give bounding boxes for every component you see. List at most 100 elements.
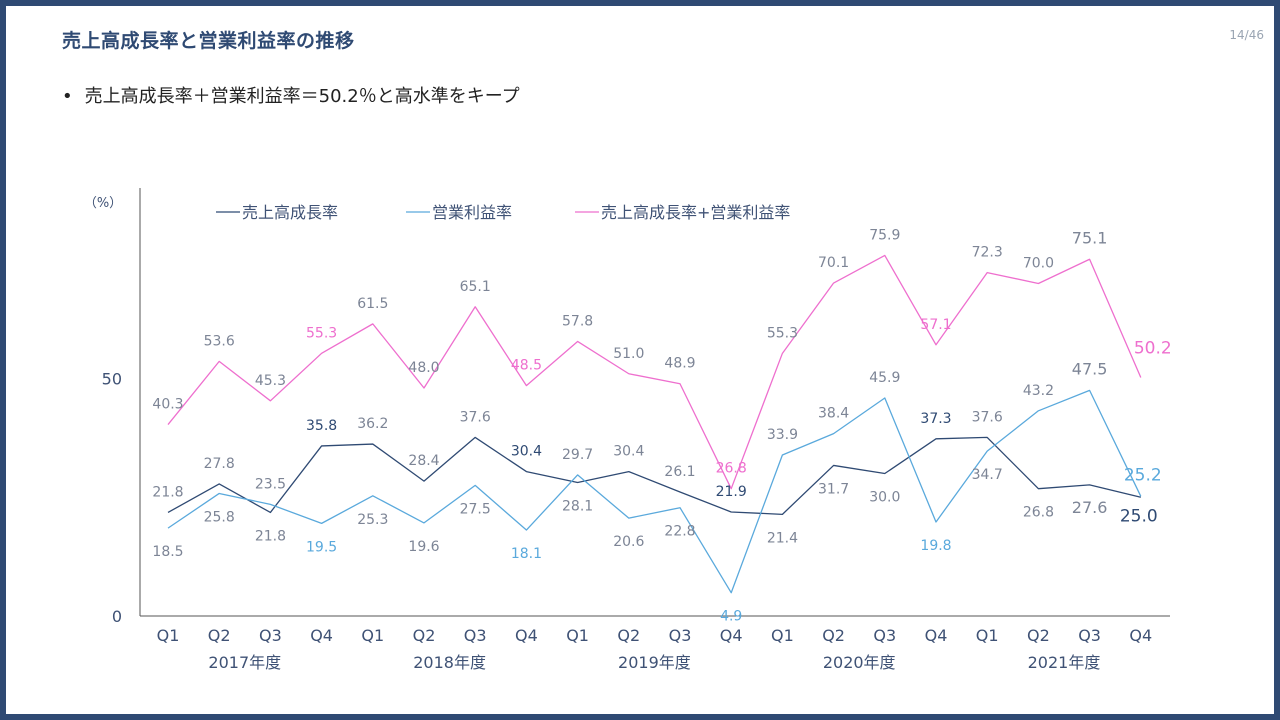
- data-label-sum: 65.1: [460, 279, 491, 295]
- data-label-growth: 37.6: [460, 409, 491, 425]
- y-tick-label: 50: [102, 370, 122, 389]
- data-label-margin: 33.9: [767, 427, 798, 443]
- data-label-growth: 21.9: [716, 484, 747, 500]
- data-label-margin: 38.4: [818, 406, 849, 422]
- x-tick-label: Q1: [771, 626, 794, 645]
- data-label-growth: 26.1: [664, 464, 695, 480]
- x-group-label: 2019年度: [618, 653, 691, 672]
- x-tick-label: Q3: [669, 626, 692, 645]
- data-label-sum: 40.3: [152, 397, 183, 413]
- y-tick-label: 0: [112, 607, 122, 626]
- data-label-growth: 28.4: [408, 453, 439, 469]
- bullet-point: • 売上高成長率＋営業利益率＝50.2％と高水準をキープ: [62, 82, 520, 108]
- data-label-margin: 45.9: [869, 370, 900, 386]
- data-label-sum: 26.8: [716, 461, 747, 477]
- data-label-margin: 22.8: [664, 524, 695, 540]
- bullet-text: 売上高成長率＋営業利益率＝50.2％と高水準をキープ: [84, 86, 520, 107]
- data-label-sum: 57.1: [920, 317, 951, 333]
- data-label-growth: 21.8: [152, 484, 183, 500]
- data-label-margin: 43.2: [1023, 383, 1054, 399]
- data-label-margin: 47.5: [1072, 359, 1108, 378]
- x-tick-label: Q2: [1027, 626, 1050, 645]
- data-label-sum: 50.2: [1134, 339, 1172, 359]
- data-label-growth: 25.0: [1120, 506, 1158, 526]
- data-label-margin: 19.6: [408, 539, 439, 555]
- data-label-margin: 25.2: [1124, 465, 1162, 485]
- x-group-label: 2018年度: [413, 653, 486, 672]
- data-label-sum: 48.9: [664, 356, 695, 372]
- x-tick-label: Q4: [515, 626, 538, 645]
- data-label-growth: 35.8: [306, 418, 337, 434]
- data-label-sum: 70.0: [1023, 256, 1054, 272]
- data-label-growth: 26.8: [1023, 505, 1054, 521]
- data-label-sum: 61.5: [357, 296, 388, 312]
- x-tick-label: Q3: [464, 626, 487, 645]
- data-label-growth: 27.6: [1072, 498, 1108, 517]
- slide-title: 売上高成長率と営業利益率の推移: [62, 30, 355, 52]
- x-tick-label: Q3: [873, 626, 896, 645]
- data-label-sum: 48.5: [511, 358, 542, 374]
- x-tick-label: Q1: [566, 626, 589, 645]
- data-label-margin: 19.8: [920, 538, 951, 554]
- bullet-dot-icon: •: [62, 86, 73, 107]
- legend-label-growth: 売上高成長率: [242, 203, 338, 222]
- data-label-sum: 48.0: [408, 360, 439, 376]
- series-line-sum: [167, 254, 1142, 490]
- data-label-margin: 29.7: [562, 447, 593, 463]
- series-line-growth: [167, 436, 1141, 515]
- data-label-growth: 27.8: [204, 456, 235, 472]
- data-label-growth: 36.2: [357, 416, 388, 432]
- data-label-growth: 21.8: [255, 528, 286, 544]
- data-label-margin: 20.6: [613, 534, 644, 550]
- x-group-label: 2017年度: [208, 653, 281, 672]
- x-tick-label: Q3: [259, 626, 282, 645]
- data-label-sum: 57.8: [562, 313, 593, 329]
- data-label-sum: 75.1: [1072, 228, 1108, 247]
- x-tick-label: Q4: [310, 626, 333, 645]
- data-label-sum: 70.1: [818, 255, 849, 271]
- data-label-margin: 19.5: [306, 539, 337, 555]
- x-tick-label: Q2: [617, 626, 640, 645]
- data-label-margin: 34.7: [972, 467, 1003, 483]
- x-tick-label: Q1: [361, 626, 384, 645]
- x-tick-label: Q4: [925, 626, 948, 645]
- data-label-sum: 53.6: [204, 333, 235, 349]
- x-tick-label: Q2: [822, 626, 845, 645]
- legend-label-sum: 売上高成長率+営業利益率: [601, 203, 790, 222]
- data-label-sum: 55.3: [767, 325, 798, 341]
- data-label-growth: 30.0: [869, 490, 900, 506]
- data-label-growth: 31.7: [818, 481, 849, 497]
- data-label-growth: 37.3: [920, 411, 951, 427]
- data-label-sum: 55.3: [306, 325, 337, 341]
- data-label-sum: 45.3: [255, 373, 286, 389]
- data-label-sum: 51.0: [613, 346, 644, 362]
- x-tick-label: Q3: [1078, 626, 1101, 645]
- page-number: 14/46: [1229, 28, 1264, 42]
- x-tick-label: Q2: [413, 626, 436, 645]
- data-label-growth: 30.4: [613, 444, 644, 460]
- x-tick-label: Q4: [720, 626, 743, 645]
- data-label-margin: 25.8: [204, 509, 235, 525]
- data-label-margin: 27.5: [460, 501, 491, 517]
- x-tick-label: Q2: [208, 626, 231, 645]
- x-tick-label: Q4: [1129, 626, 1152, 645]
- data-label-margin: 18.1: [511, 546, 542, 562]
- data-label-margin: 18.5: [152, 544, 183, 560]
- data-label-margin: 23.5: [255, 476, 286, 492]
- data-label-margin: 25.3: [357, 512, 388, 528]
- x-tick-label: Q1: [976, 626, 999, 645]
- data-label-margin: 4.9: [720, 609, 742, 625]
- x-group-label: 2021年度: [1028, 653, 1101, 672]
- data-label-growth: 28.1: [562, 499, 593, 515]
- y-axis-unit-label: （%）: [84, 196, 122, 211]
- data-label-growth: 37.6: [972, 409, 1003, 425]
- data-label-growth: 21.4: [767, 530, 798, 546]
- data-label-sum: 72.3: [972, 245, 1003, 261]
- x-tick-label: Q1: [157, 626, 180, 645]
- x-group-label: 2020年度: [823, 653, 896, 672]
- legend-label-margin: 営業利益率: [432, 203, 512, 222]
- series-line-margin: [167, 389, 1142, 594]
- data-label-growth: 30.4: [511, 444, 542, 460]
